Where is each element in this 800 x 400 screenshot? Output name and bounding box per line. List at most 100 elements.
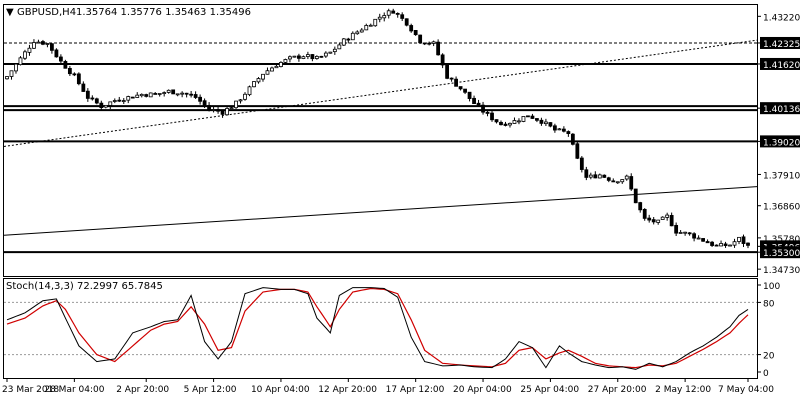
candle [683, 231, 688, 236]
candle [710, 240, 714, 247]
candle-body [575, 143, 580, 159]
candle-body [301, 56, 306, 59]
candle [656, 219, 661, 225]
candle-body [404, 18, 409, 26]
time-tick-label: 27 Apr 20:00 [588, 385, 647, 395]
candle [252, 81, 256, 88]
candle-body [41, 41, 45, 45]
candle-body [463, 88, 467, 93]
candle [458, 86, 463, 91]
candle [526, 115, 530, 118]
candle-body [687, 232, 692, 235]
candle [427, 41, 432, 46]
candle-body [588, 174, 593, 178]
candle-body [561, 128, 566, 132]
candle-body [597, 174, 602, 179]
candle-body [737, 236, 741, 242]
candle [678, 230, 683, 234]
price-label-box [760, 246, 800, 259]
candle-body [252, 81, 256, 88]
candle-body [517, 120, 521, 123]
candle-body [32, 42, 36, 49]
candle [687, 232, 692, 236]
candle-body [395, 13, 400, 15]
candle [723, 241, 728, 248]
candle-body [346, 38, 351, 41]
price-label-box [760, 102, 800, 115]
candle-body [166, 89, 171, 93]
candle [391, 8, 396, 14]
candle-body [58, 56, 63, 62]
candle-body [557, 128, 562, 131]
candle-body [467, 91, 472, 99]
candle [81, 81, 86, 92]
candle-body [180, 92, 185, 95]
candle-body [593, 174, 598, 179]
candle [130, 96, 135, 99]
candle [243, 92, 247, 101]
price-label-box [760, 57, 800, 70]
candle [112, 98, 117, 104]
price-tick-label: 1.36860 [763, 203, 800, 213]
candle-body [552, 125, 557, 131]
candle [665, 212, 670, 221]
candle-body [81, 83, 86, 92]
candle [341, 38, 346, 47]
candle [162, 91, 167, 97]
candle-body [72, 73, 77, 76]
candle [135, 92, 140, 99]
ohlc-values: 1.35764 1.35776 1.35463 1.35496 [76, 7, 251, 18]
candle-body [314, 56, 319, 59]
candle [454, 76, 458, 87]
price-tick-label: 1.43220 [763, 13, 800, 23]
candle-body [606, 177, 611, 181]
candle-body [117, 99, 122, 102]
candle [265, 67, 270, 75]
candle-body [121, 100, 126, 102]
candle [611, 178, 616, 183]
candle [714, 244, 719, 247]
candle-body [175, 93, 180, 96]
candle [5, 76, 9, 80]
candle [544, 118, 548, 126]
trendlines [3, 39, 758, 236]
candle-body [328, 51, 333, 54]
candle [198, 94, 203, 105]
candle-body [90, 97, 95, 100]
candle-body [710, 241, 714, 246]
candle [229, 106, 234, 110]
candle [36, 39, 41, 44]
candle-body [377, 16, 382, 20]
candle [23, 49, 27, 61]
candle-body [211, 109, 216, 111]
candle-body [440, 54, 445, 66]
candle [490, 111, 494, 122]
candle [184, 92, 189, 98]
candle [148, 92, 153, 98]
chart-down-triangle-icon[interactable]: ▼ [6, 7, 14, 18]
candle-body [431, 41, 436, 44]
candle [292, 55, 297, 58]
candle-body [18, 57, 23, 66]
price-label: 1.39020 [763, 138, 800, 148]
candle [139, 93, 144, 98]
candle [440, 53, 445, 69]
candle [517, 118, 521, 125]
price-label-box [760, 36, 800, 49]
candle [144, 93, 149, 98]
candle-body [54, 49, 59, 58]
candle-body [741, 236, 746, 244]
candle [620, 179, 625, 184]
candle [166, 89, 171, 94]
candle [409, 23, 414, 33]
candle [741, 234, 746, 248]
candle-body [723, 243, 728, 247]
candle-body [9, 70, 14, 77]
candle-body [243, 93, 247, 100]
candle [597, 173, 602, 179]
time-tick-label: 5 Apr 12:00 [184, 385, 237, 395]
candle-body [445, 64, 450, 79]
candle [63, 59, 68, 69]
candle [377, 13, 382, 23]
